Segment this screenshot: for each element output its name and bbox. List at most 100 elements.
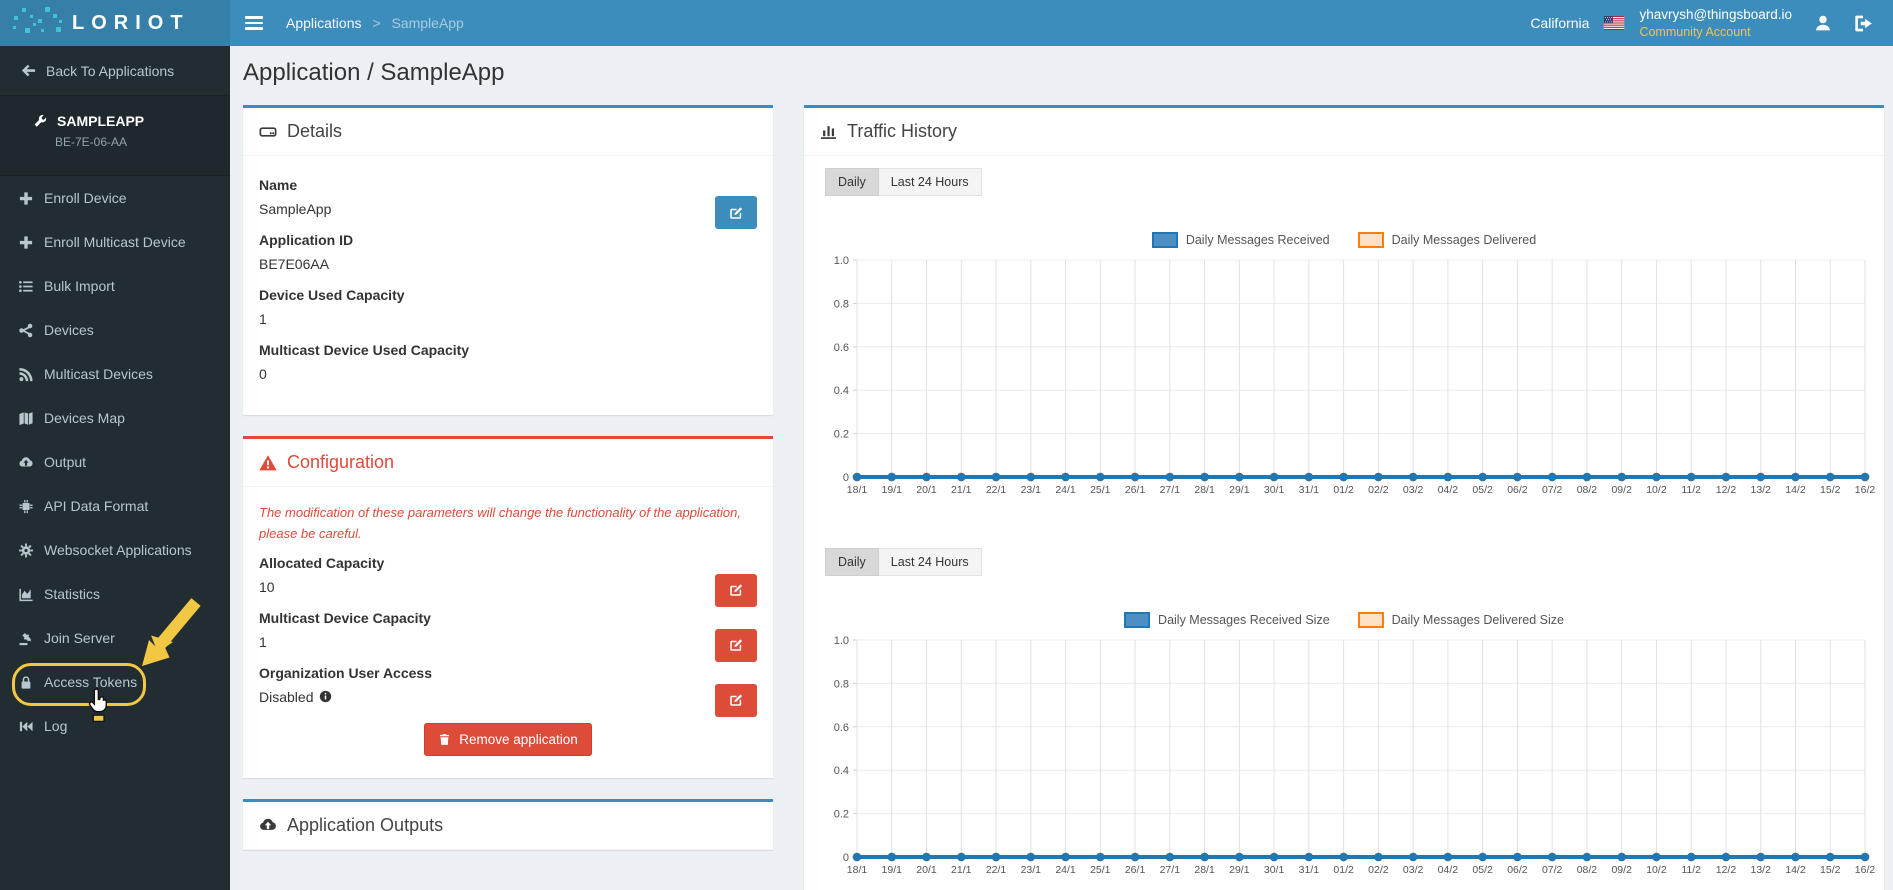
sidebar-item-devices-map[interactable]: Devices Map [0,396,230,440]
svg-text:05/2: 05/2 [1472,864,1493,876]
account-info[interactable]: yhavrysh@thingsboard.io Community Accoun… [1639,6,1792,40]
cloud-upload-icon [19,456,33,467]
traffic-history-body: Daily Last 24 Hours Daily Messages Receive… [804,156,1884,890]
details-card: Details Name SampleApp Application ID BE7E0… [243,105,773,415]
legend-swatch [1357,612,1384,628]
devices-icon [19,323,33,337]
traffic-history-title: Traffic History [847,121,958,141]
edit-icon [730,639,743,651]
back-arrow-icon [21,63,36,78]
svg-text:23/1: 23/1 [1021,864,1042,876]
svg-text:08/2: 08/2 [1577,864,1598,876]
sidebar-item-statistics[interactable]: Statistics [0,572,230,616]
field-label: Device Used Capacity [259,287,405,303]
log-icon [19,721,33,731]
field-label: Multicast Device Used Capacity [259,342,470,358]
field-value: BE7E06AA [259,256,330,272]
svg-text:29/1: 29/1 [1229,864,1250,876]
sidebar-item-output[interactable]: Output [0,440,230,484]
toggle-last-24-hours-button[interactable]: Last 24 Hours [878,168,982,196]
user-email: yhavrysh@thingsboard.io [1639,7,1792,23]
legend-label: Daily Messages Received Size [1158,613,1330,627]
svg-text:31/1: 31/1 [1299,864,1320,876]
user-icon[interactable] [1814,14,1832,32]
sidebar-item-multicast-devices[interactable]: Multicast Devices [0,352,230,396]
sidebar-item-label: Log [44,718,68,734]
svg-text:0: 0 [843,852,849,864]
rss-icon [19,367,33,381]
svg-text:25/1: 25/1 [1090,864,1111,876]
edit-allocated-capacity-button[interactable] [715,573,757,607]
svg-text:29/1: 29/1 [1229,484,1250,496]
sidebar-item-join-server[interactable]: Join Server [0,616,230,660]
svg-text:27/1: 27/1 [1160,864,1181,876]
svg-text:28/1: 28/1 [1194,484,1215,496]
sidebar-item-label: Multicast Devices [44,366,153,382]
sidebar-item-access-tokens[interactable]: Access Tokens [0,660,230,704]
sidebar-item-label: Access Tokens [44,674,138,690]
cloud-upload-icon [259,816,277,834]
edit-multicast-device-capacity-button[interactable] [715,628,757,662]
svg-text:0.6: 0.6 [834,722,849,734]
sidebar-item-bulk-import[interactable]: Bulk Import [0,264,230,308]
loriot-logo[interactable]: LORIOT [0,0,230,46]
application-outputs-title: Application Outputs [287,814,444,835]
svg-text:06/2: 06/2 [1507,484,1528,496]
map-icon [19,411,33,425]
svg-text:09/2: 09/2 [1611,864,1632,876]
breadcrumb-applications[interactable]: Applications [286,15,362,31]
api-icon [19,499,33,513]
details-card-body: Name SampleApp Application ID BE7E06AA Devic… [243,156,773,415]
sidebar-item-label: Statistics [44,586,101,602]
svg-text:0.8: 0.8 [834,678,849,690]
toggle-daily-button[interactable]: Daily [825,548,879,576]
field-value: 0 [259,366,267,382]
sidebar-item-log[interactable]: Log [0,704,230,748]
hdd-icon [259,123,277,141]
sidebar-back-to-applications[interactable]: Back To Applications [0,46,230,96]
svg-text:15/2: 15/2 [1820,864,1841,876]
svg-text:07/2: 07/2 [1542,864,1563,876]
sidebar-item-enroll-multicast-device[interactable]: Enroll Multicast Device [0,220,230,264]
toggle-last-24-hours-button[interactable]: Last 24 Hours [878,548,982,576]
gear-icon [19,543,33,557]
sidebar-item-label: Output [44,454,87,470]
hamburger-menu-button[interactable] [230,0,278,46]
chart-1-range-toggle: Daily Last 24 Hours [825,168,982,196]
svg-text:09/2: 09/2 [1611,484,1632,496]
legend-label: Daily Messages Received [1185,233,1330,247]
svg-text:05/2: 05/2 [1472,484,1493,496]
sidebar-item-enroll-device[interactable]: Enroll Device [0,176,230,220]
wrench-icon [33,114,47,128]
field-label: Application ID [259,232,354,248]
sidebar-item-api-data-format[interactable]: API Data Format [0,484,230,528]
chart-1-legend: Daily Messages Received Daily Messages De… [813,232,1875,248]
sidebar-app-name: SAMPLEAPP [57,113,145,129]
sidebar-item-label: Join Server [44,630,115,646]
legend-label: Daily Messages Delivered [1391,233,1537,247]
edit-name-button[interactable] [715,196,757,229]
sidebar-item-devices[interactable]: Devices [0,308,230,352]
field-label: Multicast Device Capacity [259,609,431,626]
application-outputs-header: Application Outputs [243,802,773,850]
edit-organization-user-access-button[interactable] [715,683,757,717]
svg-text:10/2: 10/2 [1646,864,1667,876]
field-allocated-capacity: Allocated Capacity 10 [259,554,757,607]
field-label: Allocated Capacity [259,554,385,571]
sidebar-item-label: Bulk Import [44,278,115,294]
svg-text:13/2: 13/2 [1751,484,1772,496]
sidebar-nav: Enroll Device Enroll Multicast Device Bulk… [0,176,230,748]
traffic-chart-1: 0 0.2 0.4 0.6 0.8 1.0 18/1 19/1 20/1 21/1 22/1 23/1… [834,255,1875,496]
sidebar-item-websocket-applications[interactable]: Websocket Applications [0,528,230,572]
logout-icon[interactable] [1854,14,1873,33]
remove-application-button[interactable]: Remove application [424,722,592,756]
edit-icon [730,584,743,596]
details-title: Details [287,121,343,141]
svg-text:06/2: 06/2 [1507,864,1528,876]
toggle-daily-button[interactable]: Daily [825,168,879,196]
region-selector[interactable]: California [1530,15,1590,31]
lock-icon [21,675,31,689]
field-value: SampleApp [259,201,332,217]
edit-icon [730,206,743,219]
